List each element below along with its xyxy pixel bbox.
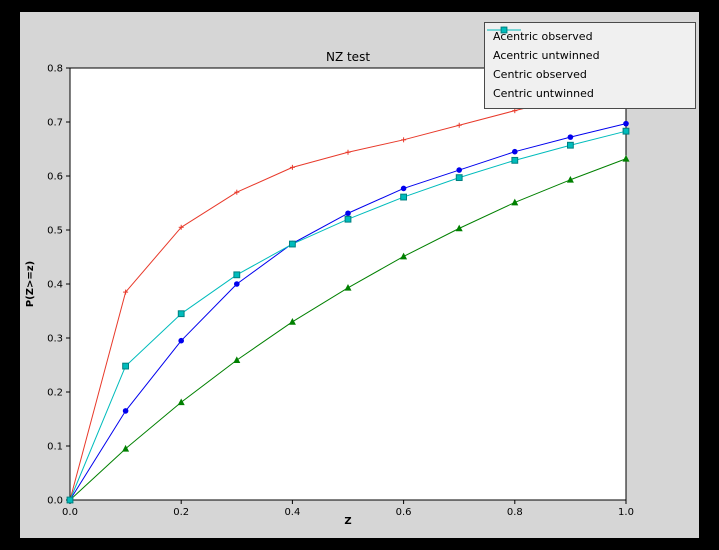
y-tick-label: 0.2 — [47, 388, 63, 399]
marker-triangle — [344, 283, 352, 291]
marker-square — [500, 26, 508, 34]
x-axis-label: Z — [344, 516, 351, 527]
marker-square — [66, 496, 74, 504]
marker-square — [344, 215, 352, 223]
x-tick-label: 0.0 — [62, 507, 78, 518]
marker-triangle — [400, 252, 408, 260]
legend: Acentric observed Acentric untwinned Cen… — [484, 22, 696, 109]
legend-line-sample — [487, 26, 521, 34]
legend-label: Acentric observed — [493, 30, 593, 43]
legend-item-centric-observed: Centric observed — [487, 27, 687, 83]
legend-item-centric-untwinned: Centric untwinned — [487, 26, 687, 102]
marker-square — [567, 141, 574, 149]
marker-triangle — [177, 398, 185, 406]
marker-triangle — [622, 154, 630, 162]
y-axis-label: P(Z>=z) — [25, 261, 36, 307]
y-tick-label: 0.7 — [47, 118, 63, 129]
marker-circle — [623, 120, 629, 127]
marker-circle — [567, 134, 574, 140]
y-tick-label: 0.0 — [47, 496, 63, 507]
marker-circle — [345, 210, 351, 217]
marker-square — [289, 240, 296, 248]
marker-square — [622, 127, 630, 135]
x-tick-label: 0.2 — [173, 507, 189, 518]
y-tick-label: 0.3 — [47, 334, 63, 345]
marker-circle — [512, 148, 518, 155]
figure-canvas: NZ test Z P(Z>=z) 0.0 0.2 0.4 0.6 0.8 1.0 0.0 0… — [20, 12, 699, 538]
chart-title: NZ test — [326, 50, 370, 64]
marker-circle — [456, 167, 463, 173]
x-tick-label: 0.8 — [507, 507, 523, 518]
x-tick-label: 0.6 — [396, 507, 412, 518]
x-tick-label: 1.0 — [618, 507, 634, 518]
y-tick-label: 0.4 — [47, 280, 63, 291]
legend-label: Acentric untwinned — [493, 49, 600, 62]
marker-circle — [122, 408, 129, 414]
marker-circle — [400, 185, 407, 192]
marker-square — [455, 174, 463, 182]
y-tick-label: 0.1 — [47, 442, 63, 453]
marker-triangle — [288, 318, 296, 325]
marker-circle — [234, 281, 240, 287]
legend-label: Centric untwinned — [493, 87, 594, 100]
marker-square — [177, 310, 185, 318]
marker-square — [511, 156, 519, 164]
marker-triangle — [233, 356, 241, 364]
marker-circle — [178, 337, 184, 344]
y-tick-label: 0.5 — [47, 226, 63, 237]
y-tick-label: 0.8 — [47, 64, 63, 75]
marker-triangle — [455, 224, 463, 232]
chart-svg: NZ test Z P(Z>=z) 0.0 0.2 0.4 0.6 0.8 1.0 0.0 0… — [25, 50, 634, 527]
marker-square — [233, 271, 241, 279]
y-tick-label: 0.6 — [47, 172, 63, 183]
legend-label: Centric observed — [493, 68, 587, 81]
marker-triangle — [566, 175, 574, 183]
marker-triangle — [122, 444, 130, 452]
x-tick-label: 0.4 — [284, 507, 300, 518]
marker-square — [400, 193, 408, 201]
marker-triangle — [511, 198, 519, 206]
legend-item-acentric-untwinned: Acentric untwinned — [487, 26, 687, 64]
marker-square — [122, 362, 129, 370]
